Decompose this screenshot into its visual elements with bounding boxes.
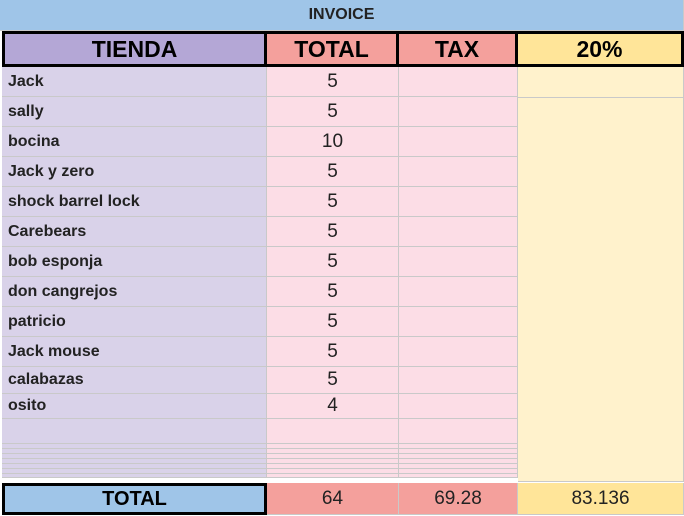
empty-cell — [399, 449, 518, 454]
store-name: shock barrel lock — [2, 187, 267, 217]
empty-cell — [399, 464, 518, 469]
empty-cell — [2, 469, 267, 474]
total-label: TOTAL — [2, 483, 267, 515]
total-value: 5 — [267, 187, 399, 217]
store-name: osito — [2, 394, 267, 419]
store-name: calabazas — [2, 367, 267, 394]
total-value: 5 — [267, 157, 399, 187]
store-name: don cangrejos — [2, 277, 267, 307]
store-name: bocina — [2, 127, 267, 157]
column-header: TOTAL — [267, 31, 399, 67]
total-value: 5 — [267, 277, 399, 307]
empty-cell — [2, 449, 267, 454]
tax-cell — [399, 127, 518, 157]
total-value: 5 — [267, 337, 399, 367]
tax-cell — [399, 394, 518, 419]
total-value: 5 — [267, 217, 399, 247]
empty-cell — [399, 469, 518, 474]
empty-cell — [267, 444, 399, 449]
empty-cell — [2, 474, 267, 478]
empty-cell — [267, 419, 399, 444]
total-sum: 64 — [267, 483, 399, 515]
tax-cell — [399, 67, 518, 97]
store-name: Carebears — [2, 217, 267, 247]
sheet-title: INVOICE — [0, 0, 684, 31]
pct-cell — [518, 67, 684, 98]
empty-cell — [267, 474, 399, 478]
empty-cell — [2, 454, 267, 459]
empty-cell — [2, 419, 267, 444]
empty-cell — [267, 459, 399, 464]
tax-cell — [399, 247, 518, 277]
column-header: TAX — [399, 31, 518, 67]
store-name: sally — [2, 97, 267, 127]
empty-cell — [267, 464, 399, 469]
store-name: Jack mouse — [2, 337, 267, 367]
store-name: Jack y zero — [2, 157, 267, 187]
empty-cell — [399, 419, 518, 444]
empty-cell — [267, 449, 399, 454]
pct-merged — [518, 98, 684, 482]
total-value: 5 — [267, 67, 399, 97]
total-value: 4 — [267, 394, 399, 419]
empty-cell — [2, 444, 267, 449]
empty-cell — [267, 469, 399, 474]
total-value: 10 — [267, 127, 399, 157]
tax-cell — [399, 337, 518, 367]
total-value: 5 — [267, 307, 399, 337]
tax-cell — [399, 157, 518, 187]
tax-cell — [399, 217, 518, 247]
tax-cell — [399, 307, 518, 337]
tax-cell — [399, 97, 518, 127]
empty-cell — [2, 459, 267, 464]
store-name: patricio — [2, 307, 267, 337]
empty-cell — [267, 454, 399, 459]
empty-cell — [399, 459, 518, 464]
total-value: 5 — [267, 97, 399, 127]
store-name: bob esponja — [2, 247, 267, 277]
store-name: Jack — [2, 67, 267, 97]
tax-cell — [399, 367, 518, 394]
total-value: 5 — [267, 367, 399, 394]
tax-cell — [399, 187, 518, 217]
column-header: TIENDA — [2, 31, 267, 67]
empty-cell — [399, 474, 518, 478]
column-header: 20% — [518, 31, 684, 67]
tax-cell — [399, 277, 518, 307]
empty-cell — [399, 454, 518, 459]
total-sum: 69.28 — [399, 483, 518, 515]
empty-cell — [2, 464, 267, 469]
total-value: 5 — [267, 247, 399, 277]
total-sum: 83.136 — [518, 483, 684, 515]
empty-cell — [399, 444, 518, 449]
